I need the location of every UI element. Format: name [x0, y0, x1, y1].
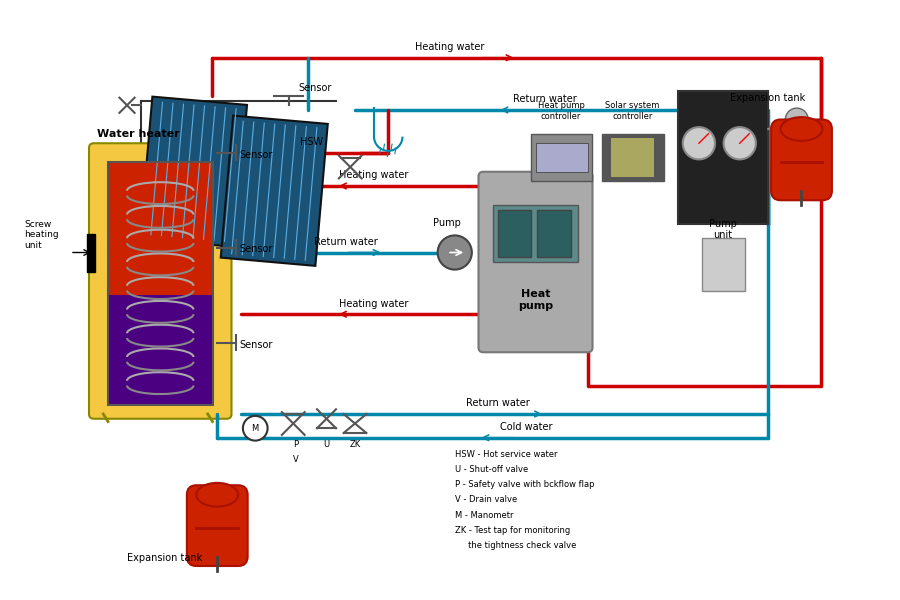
Bar: [108, 162, 212, 295]
Text: Return water: Return water: [465, 398, 529, 409]
Circle shape: [724, 127, 756, 160]
Ellipse shape: [196, 483, 238, 506]
Ellipse shape: [780, 117, 823, 141]
Bar: [87, 233, 94, 271]
Text: the tightness check valve: the tightness check valve: [454, 541, 576, 550]
Text: Heating water: Heating water: [415, 42, 485, 52]
FancyBboxPatch shape: [479, 172, 592, 352]
FancyBboxPatch shape: [89, 143, 231, 419]
Text: Return water: Return water: [313, 237, 377, 247]
Text: Heating water: Heating water: [339, 170, 409, 181]
Text: Sensor: Sensor: [239, 245, 273, 254]
Text: Pump: Pump: [433, 218, 461, 228]
Bar: [108, 162, 212, 404]
Text: P - Safety valve with bckflow flap: P - Safety valve with bckflow flap: [454, 480, 594, 489]
Bar: [140, 97, 247, 247]
Text: Return water: Return water: [513, 94, 577, 104]
Bar: [702, 238, 744, 290]
Bar: [498, 210, 531, 257]
Text: Sensor: Sensor: [239, 149, 273, 160]
Text: Pump
unit: Pump unit: [709, 218, 737, 240]
Circle shape: [786, 108, 808, 131]
Text: Expansion tank: Expansion tank: [730, 92, 806, 103]
Text: HSW: HSW: [300, 137, 323, 147]
Text: Heat pump
controller: Heat pump controller: [537, 101, 585, 121]
Text: M - Manometr: M - Manometr: [454, 511, 513, 520]
Text: Solar system
controller: Solar system controller: [605, 101, 660, 121]
Text: Water heater: Water heater: [96, 128, 179, 139]
Text: U - Shut-off valve: U - Shut-off valve: [454, 465, 528, 474]
FancyBboxPatch shape: [771, 119, 832, 200]
Text: Screw
heating
unit: Screw heating unit: [24, 220, 59, 250]
Text: ZK: ZK: [349, 440, 361, 449]
Text: M: M: [252, 424, 259, 433]
Text: Cold water: Cold water: [500, 422, 553, 432]
Text: HSW - Hot service water: HSW - Hot service water: [454, 450, 557, 459]
Bar: [493, 205, 578, 262]
Text: P: P: [293, 440, 299, 449]
Bar: [220, 116, 328, 266]
Text: Heating water: Heating water: [339, 299, 409, 308]
Bar: [611, 139, 654, 176]
Bar: [602, 134, 664, 181]
Text: V: V: [293, 455, 299, 463]
Text: Sensor: Sensor: [298, 83, 331, 93]
FancyBboxPatch shape: [187, 485, 248, 566]
Text: Heat
pump: Heat pump: [518, 289, 554, 311]
Text: ZK - Test tap for monitoring: ZK - Test tap for monitoring: [454, 526, 570, 535]
Bar: [531, 134, 592, 181]
Bar: [536, 143, 588, 172]
Circle shape: [437, 235, 472, 269]
Text: U: U: [323, 440, 329, 449]
Bar: [678, 91, 769, 224]
Text: Expansion tank: Expansion tank: [127, 553, 202, 563]
Circle shape: [243, 416, 267, 440]
Circle shape: [683, 127, 715, 160]
Bar: [108, 295, 212, 404]
Text: V - Drain valve: V - Drain valve: [454, 496, 517, 505]
Text: Sensor: Sensor: [239, 340, 273, 349]
Bar: [537, 210, 571, 257]
